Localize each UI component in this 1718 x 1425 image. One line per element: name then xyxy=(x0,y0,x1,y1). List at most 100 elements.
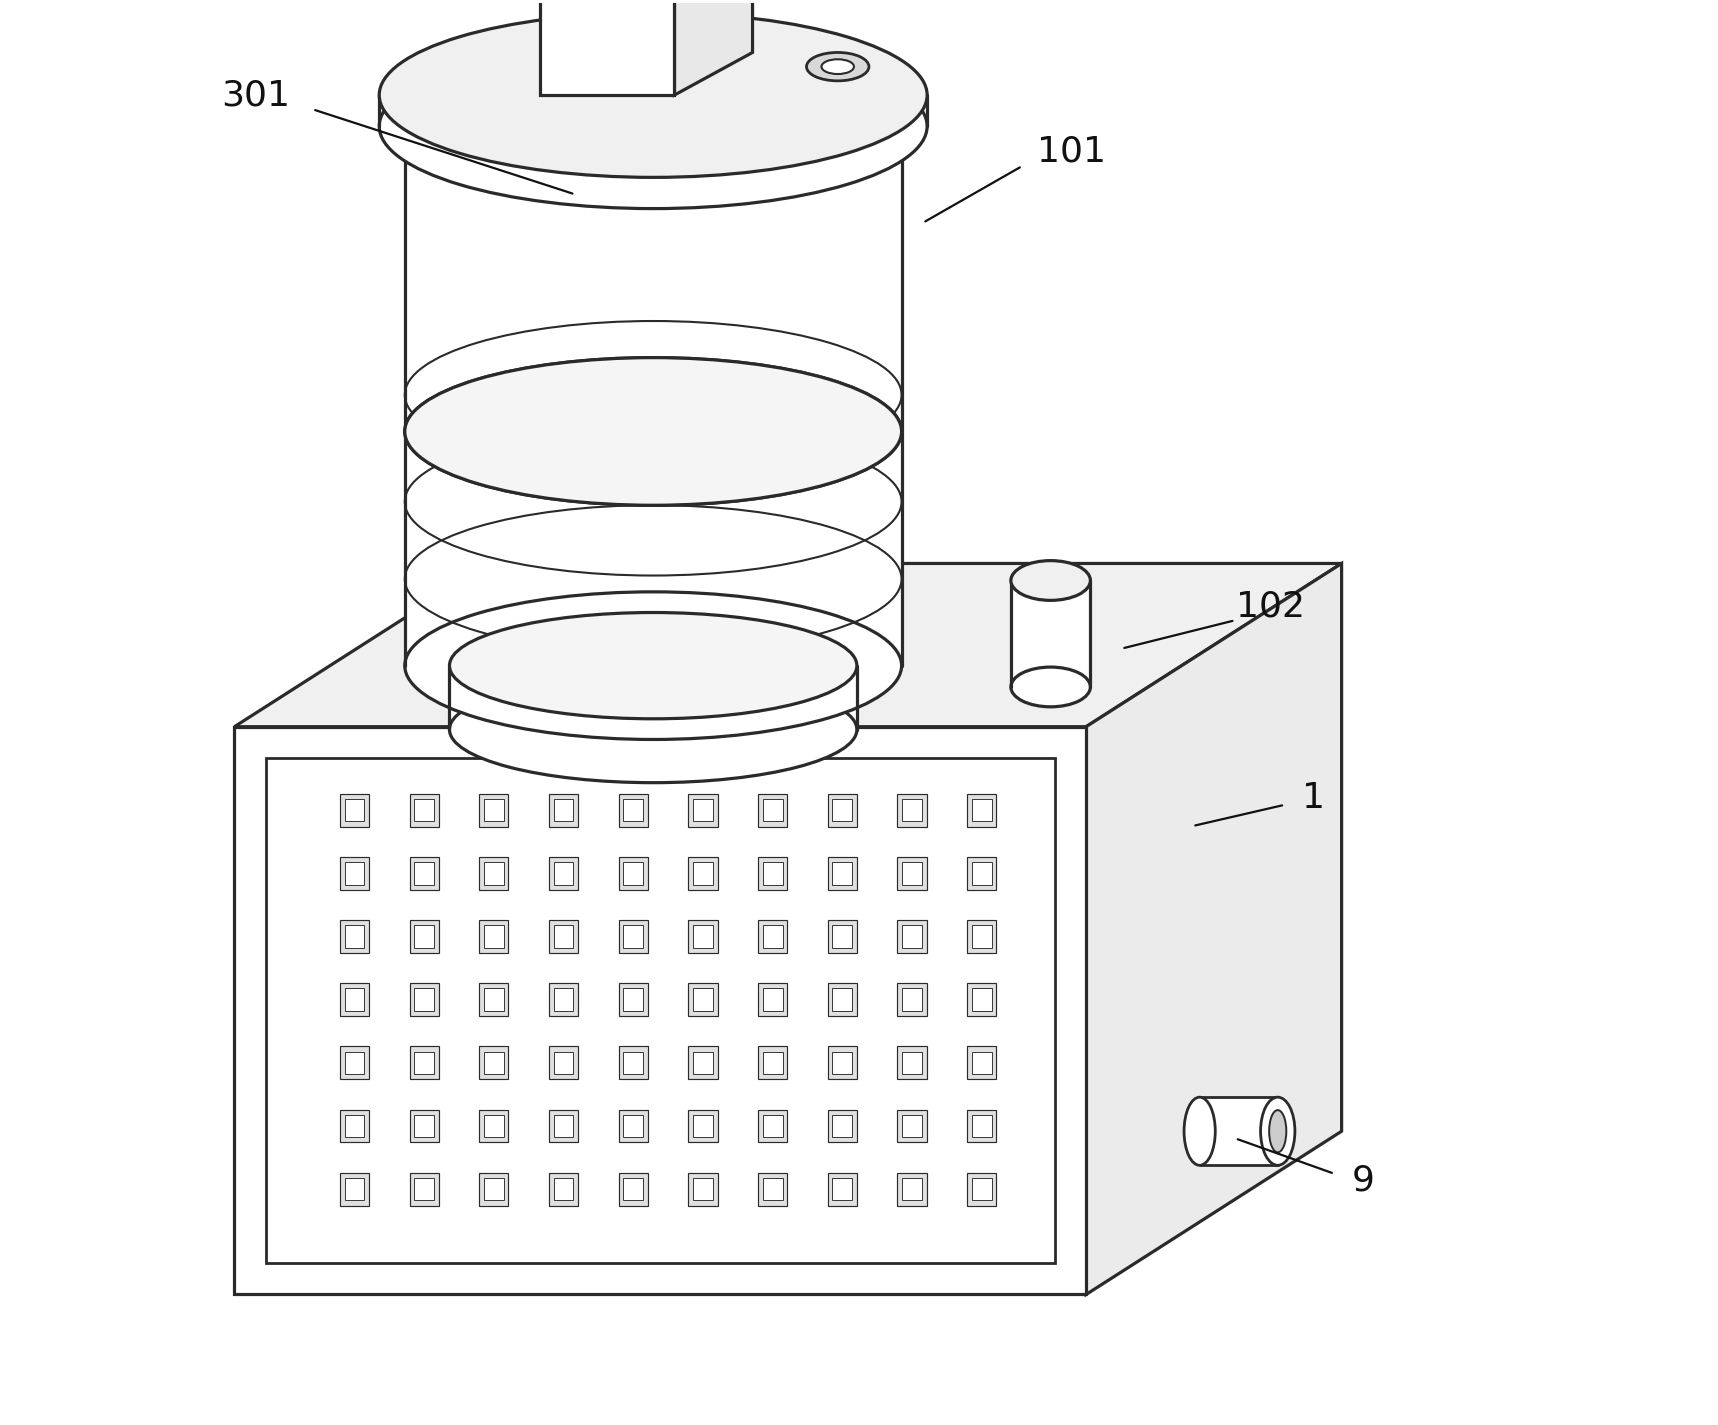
Bar xyxy=(409,794,438,826)
Bar xyxy=(972,1114,991,1137)
Bar xyxy=(1010,580,1091,687)
Bar xyxy=(414,862,435,885)
Bar xyxy=(405,127,902,432)
Polygon shape xyxy=(539,0,675,95)
Bar xyxy=(758,794,787,826)
Bar xyxy=(832,862,852,885)
Bar xyxy=(618,1173,648,1206)
Ellipse shape xyxy=(405,591,902,740)
Bar xyxy=(758,1110,787,1143)
Bar xyxy=(345,1052,364,1074)
Ellipse shape xyxy=(1010,560,1091,600)
Text: 1: 1 xyxy=(1302,781,1325,815)
Bar xyxy=(484,799,503,821)
Bar xyxy=(828,983,857,1016)
Bar xyxy=(967,856,996,889)
Bar xyxy=(967,1110,996,1143)
Ellipse shape xyxy=(405,358,902,506)
Bar xyxy=(689,794,718,826)
Bar xyxy=(967,1046,996,1079)
Bar xyxy=(624,862,643,885)
Bar xyxy=(763,1178,783,1200)
Bar xyxy=(624,1114,643,1137)
Bar xyxy=(902,799,923,821)
Bar xyxy=(692,989,713,1010)
Polygon shape xyxy=(675,0,752,95)
Ellipse shape xyxy=(821,60,854,74)
Bar xyxy=(967,794,996,826)
Bar xyxy=(409,1173,438,1206)
Bar xyxy=(340,856,369,889)
Bar xyxy=(345,925,364,948)
Bar xyxy=(689,1110,718,1143)
Bar xyxy=(758,983,787,1016)
Bar xyxy=(902,1178,923,1200)
Bar xyxy=(689,921,718,953)
Bar xyxy=(967,983,996,1016)
Text: 301: 301 xyxy=(222,78,290,113)
Bar xyxy=(340,1046,369,1079)
Ellipse shape xyxy=(1010,667,1091,707)
Bar xyxy=(553,1178,574,1200)
Polygon shape xyxy=(234,727,1086,1294)
Bar xyxy=(553,1114,574,1137)
Bar xyxy=(345,1114,364,1137)
Bar xyxy=(409,856,438,889)
Bar xyxy=(897,1046,926,1079)
Bar xyxy=(897,921,926,953)
Bar xyxy=(414,799,435,821)
Bar xyxy=(414,1114,435,1137)
Bar xyxy=(624,1052,643,1074)
Bar xyxy=(972,1052,991,1074)
Bar xyxy=(624,799,643,821)
Bar xyxy=(972,862,991,885)
Bar xyxy=(972,799,991,821)
Ellipse shape xyxy=(405,358,902,506)
Bar xyxy=(902,862,923,885)
Bar xyxy=(553,989,574,1010)
Bar xyxy=(832,925,852,948)
Bar xyxy=(550,1046,579,1079)
Bar xyxy=(902,1114,923,1137)
Bar xyxy=(897,794,926,826)
Bar xyxy=(345,862,364,885)
Bar xyxy=(832,989,852,1010)
Bar xyxy=(967,921,996,953)
Bar xyxy=(414,1052,435,1074)
Bar xyxy=(409,983,438,1016)
Bar xyxy=(692,925,713,948)
Bar xyxy=(763,799,783,821)
Bar xyxy=(479,856,509,889)
Bar xyxy=(409,1110,438,1143)
Bar xyxy=(479,921,509,953)
Bar xyxy=(340,983,369,1016)
Bar xyxy=(828,794,857,826)
Bar xyxy=(763,1052,783,1074)
Bar xyxy=(345,799,364,821)
Bar xyxy=(550,856,579,889)
Bar xyxy=(897,1110,926,1143)
Bar xyxy=(550,921,579,953)
Bar xyxy=(763,1114,783,1137)
Bar xyxy=(897,856,926,889)
Bar xyxy=(484,1178,503,1200)
Text: 9: 9 xyxy=(1352,1164,1374,1198)
Bar xyxy=(828,1046,857,1079)
Ellipse shape xyxy=(1270,1110,1287,1153)
Ellipse shape xyxy=(806,53,869,81)
Bar xyxy=(553,862,574,885)
Bar xyxy=(972,989,991,1010)
Bar xyxy=(479,1173,509,1206)
Bar xyxy=(380,95,928,127)
Bar xyxy=(902,989,923,1010)
Ellipse shape xyxy=(450,613,857,718)
Bar xyxy=(689,856,718,889)
Bar xyxy=(414,925,435,948)
Bar xyxy=(624,925,643,948)
Bar xyxy=(618,1046,648,1079)
Bar xyxy=(409,1046,438,1079)
Bar xyxy=(692,862,713,885)
Text: 101: 101 xyxy=(1038,135,1106,168)
Bar xyxy=(832,1114,852,1137)
Bar xyxy=(479,794,509,826)
